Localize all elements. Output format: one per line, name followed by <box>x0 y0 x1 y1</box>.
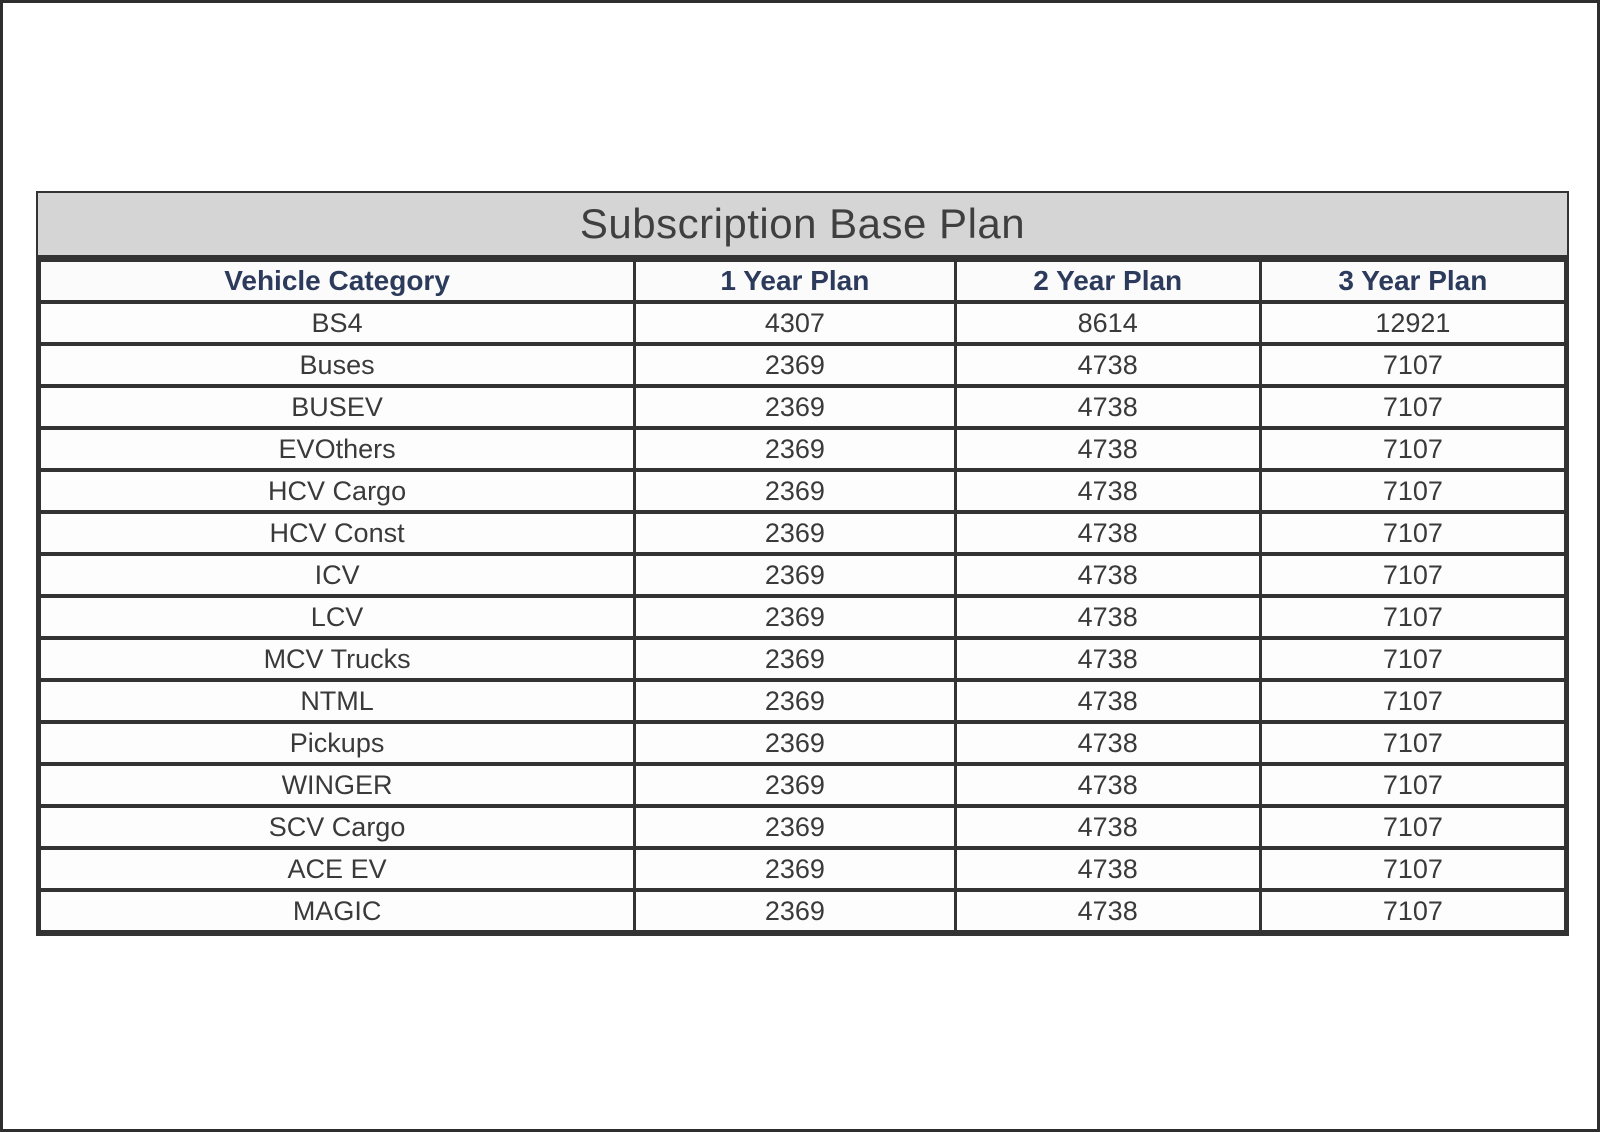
table-title: Subscription Base Plan <box>38 193 1567 258</box>
plan2-cell: 4738 <box>953 552 1262 598</box>
plan1-cell: 2369 <box>633 426 957 472</box>
plan1-cell: 2369 <box>633 762 957 808</box>
table-row: LCV 2369 4738 7107 <box>37 594 1568 640</box>
table-row: NTML 2369 4738 7107 <box>37 678 1568 724</box>
plan3-cell: 7107 <box>1258 384 1568 430</box>
plan2-cell: 4738 <box>953 762 1262 808</box>
col-header-3-year-plan: 3 Year Plan <box>1258 258 1568 304</box>
plan1-cell: 2369 <box>633 552 957 598</box>
plan3-cell: 7107 <box>1258 888 1568 934</box>
vehicle-category-cell: Pickups <box>37 720 637 766</box>
table-row: Pickups 2369 4738 7107 <box>37 720 1568 766</box>
plan1-cell: 2369 <box>633 720 957 766</box>
plan3-cell: 7107 <box>1258 342 1568 388</box>
vehicle-category-cell: MCV Trucks <box>37 636 637 682</box>
plan2-cell: 4738 <box>953 510 1262 556</box>
plan3-cell: 12921 <box>1258 300 1568 346</box>
plan1-cell: 2369 <box>633 384 957 430</box>
vehicle-category-cell: EVOthers <box>37 426 637 472</box>
table-row: HCV Cargo 2369 4738 7107 <box>37 468 1568 514</box>
table-row: WINGER 2369 4738 7107 <box>37 762 1568 808</box>
table-row: SCV Cargo 2369 4738 7107 <box>37 804 1568 850</box>
vehicle-category-cell: LCV <box>37 594 637 640</box>
table-row: BUSEV 2369 4738 7107 <box>37 384 1568 430</box>
plan1-cell: 2369 <box>633 510 957 556</box>
table-row: ICV 2369 4738 7107 <box>37 552 1568 598</box>
vehicle-category-cell: SCV Cargo <box>37 804 637 850</box>
vehicle-category-cell: BUSEV <box>37 384 637 430</box>
vehicle-category-cell: NTML <box>37 678 637 724</box>
vehicle-category-cell: BS4 <box>37 300 637 346</box>
table-row: BS4 4307 8614 12921 <box>37 300 1568 346</box>
plan2-cell: 4738 <box>953 888 1262 934</box>
vehicle-category-cell: ACE EV <box>37 846 637 892</box>
col-header-1-year-plan: 1 Year Plan <box>633 258 957 304</box>
plan3-cell: 7107 <box>1258 552 1568 598</box>
plan1-cell: 2369 <box>633 804 957 850</box>
table-row: ACE EV 2369 4738 7107 <box>37 846 1568 892</box>
table-body: BS4 4307 8614 12921 Buses 2369 4738 7107 BUSEV 23… <box>37 300 1568 934</box>
subscription-base-plan-table: Subscription Base Plan Vehicle Category … <box>36 191 1569 936</box>
plan3-cell: 7107 <box>1258 678 1568 724</box>
plan2-cell: 4738 <box>953 594 1262 640</box>
plan1-cell: 4307 <box>633 300 957 346</box>
plan3-cell: 7107 <box>1258 846 1568 892</box>
table-row: EVOthers 2369 4738 7107 <box>37 426 1568 472</box>
plan3-cell: 7107 <box>1258 510 1568 556</box>
table-row: Buses 2369 4738 7107 <box>37 342 1568 388</box>
plan2-cell: 4738 <box>953 636 1262 682</box>
vehicle-category-cell: HCV Cargo <box>37 468 637 514</box>
plan3-cell: 7107 <box>1258 594 1568 640</box>
plan2-cell: 8614 <box>953 300 1262 346</box>
plan1-cell: 2369 <box>633 468 957 514</box>
col-header-vehicle-category: Vehicle Category <box>37 258 637 304</box>
col-header-2-year-plan: 2 Year Plan <box>953 258 1262 304</box>
table-row: MAGIC 2369 4738 7107 <box>37 888 1568 934</box>
plan1-cell: 2369 <box>633 846 957 892</box>
pricing-table: Vehicle Category 1 Year Plan 2 Year Plan… <box>37 258 1568 934</box>
plan3-cell: 7107 <box>1258 762 1568 808</box>
plan1-cell: 2369 <box>633 342 957 388</box>
header-row: Vehicle Category 1 Year Plan 2 Year Plan… <box>37 258 1568 304</box>
vehicle-category-cell: ICV <box>37 552 637 598</box>
plan2-cell: 4738 <box>953 468 1262 514</box>
plan2-cell: 4738 <box>953 426 1262 472</box>
plan2-cell: 4738 <box>953 846 1262 892</box>
plan3-cell: 7107 <box>1258 468 1568 514</box>
vehicle-category-cell: WINGER <box>37 762 637 808</box>
vehicle-category-cell: MAGIC <box>37 888 637 934</box>
plan1-cell: 2369 <box>633 594 957 640</box>
vehicle-category-cell: HCV Const <box>37 510 637 556</box>
plan2-cell: 4738 <box>953 720 1262 766</box>
plan2-cell: 4738 <box>953 342 1262 388</box>
plan1-cell: 2369 <box>633 888 957 934</box>
table-row: MCV Trucks 2369 4738 7107 <box>37 636 1568 682</box>
plan2-cell: 4738 <box>953 384 1262 430</box>
table-row: HCV Const 2369 4738 7107 <box>37 510 1568 556</box>
plan2-cell: 4738 <box>953 804 1262 850</box>
vehicle-category-cell: Buses <box>37 342 637 388</box>
plan3-cell: 7107 <box>1258 636 1568 682</box>
plan2-cell: 4738 <box>953 678 1262 724</box>
plan3-cell: 7107 <box>1258 804 1568 850</box>
plan3-cell: 7107 <box>1258 720 1568 766</box>
plan3-cell: 7107 <box>1258 426 1568 472</box>
plan1-cell: 2369 <box>633 636 957 682</box>
plan1-cell: 2369 <box>633 678 957 724</box>
